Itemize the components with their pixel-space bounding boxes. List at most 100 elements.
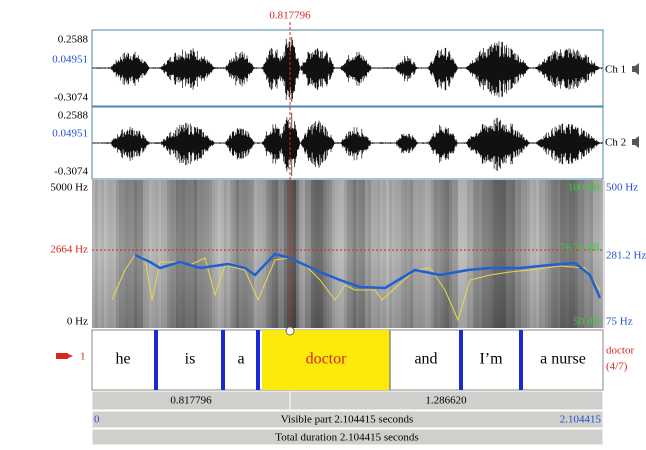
spectrogram-column <box>410 180 413 328</box>
spectrogram-column <box>167 180 170 328</box>
spectrogram-column <box>587 180 590 328</box>
spectrogram-column <box>260 180 263 328</box>
spectrogram-column <box>224 180 227 328</box>
spectrogram-column <box>209 180 212 328</box>
spectrogram-column <box>413 180 416 328</box>
spectrogram-column <box>524 180 527 328</box>
visible-end: 2.104415 <box>560 414 602 426</box>
spectrogram-column <box>392 180 395 328</box>
tier-number[interactable]: 1 <box>80 351 86 363</box>
spectrogram-column <box>374 180 377 328</box>
interval-text[interactable]: a <box>237 351 244 368</box>
spectrogram-column <box>122 180 125 328</box>
spectrogram-column <box>581 180 584 328</box>
spectrogram-column <box>341 180 344 328</box>
spectrogram-column <box>347 180 350 328</box>
db-max: 100 dB <box>568 182 600 194</box>
spectrogram-column <box>551 180 554 328</box>
db-cursor: 76.71 dB <box>560 242 600 254</box>
spectrogram-column <box>596 180 599 328</box>
spectrogram-column <box>137 180 140 328</box>
selected-text: doctor <box>606 345 634 357</box>
freq-min: 0 Hz <box>67 316 88 328</box>
spectrogram-column <box>503 180 506 328</box>
spectrogram-column <box>143 180 146 328</box>
amp-cursor: 0.04951 <box>52 54 88 66</box>
spectrogram-column <box>563 180 566 328</box>
spectrogram-column <box>521 180 524 328</box>
spectrogram-column <box>599 180 602 328</box>
spectrogram-column <box>479 180 482 328</box>
spectrogram-column <box>95 180 98 328</box>
spectrogram-column <box>440 180 443 328</box>
spectrogram-column <box>431 180 434 328</box>
spectrogram-column <box>482 180 485 328</box>
spectrogram-column <box>182 180 185 328</box>
spectrogram-column <box>401 180 404 328</box>
spectrogram-column <box>491 180 494 328</box>
spectrogram-column <box>101 180 104 328</box>
spectrogram-column <box>533 180 536 328</box>
spectrogram-column <box>350 180 353 328</box>
interval-text[interactable]: is <box>185 351 196 368</box>
pitch-max: 500 Hz <box>606 182 638 194</box>
spectrogram-column <box>500 180 503 328</box>
spectrogram-column <box>149 180 152 328</box>
spectrogram-column <box>242 180 245 328</box>
spectrogram-column <box>590 180 593 328</box>
spectrogram-column <box>527 180 530 328</box>
spectrogram-column <box>476 180 479 328</box>
spectrogram-column <box>560 180 563 328</box>
spectrogram-column <box>548 180 551 328</box>
amp-min: -0.3074 <box>54 92 88 104</box>
spectrogram-column <box>362 180 365 328</box>
amp-cursor: 0.04951 <box>52 128 88 140</box>
spectrogram-column <box>575 180 578 328</box>
total-label: Total duration 2.104415 seconds <box>275 432 418 444</box>
cursor-handle[interactable] <box>286 327 294 335</box>
spectrogram-column <box>473 180 476 328</box>
spectrogram-column <box>212 180 215 328</box>
spectrogram-column <box>389 180 392 328</box>
spectrogram-column <box>506 180 509 328</box>
spectrogram-column <box>185 180 188 328</box>
spectrogram-column <box>335 180 338 328</box>
spectrogram-column <box>593 180 596 328</box>
spectrogram-column <box>416 180 419 328</box>
spectrogram-column <box>470 180 473 328</box>
interval-text[interactable]: he <box>115 351 130 368</box>
spectrogram-column <box>284 180 287 328</box>
spectrogram-column <box>215 180 218 328</box>
spectrogram-column <box>518 180 521 328</box>
spectrogram-column <box>248 180 251 328</box>
interval-text[interactable]: and <box>414 351 437 368</box>
spectrogram-column <box>305 180 308 328</box>
interval-text[interactable]: I’m <box>479 351 503 368</box>
spectrogram-column <box>377 180 380 328</box>
spectrogram-column <box>569 180 572 328</box>
spectrogram-column <box>116 180 119 328</box>
spectrogram-column <box>218 180 221 328</box>
freq-max: 5000 Hz <box>50 182 88 194</box>
spectrogram-column <box>152 180 155 328</box>
spectrogram-texture <box>92 180 605 328</box>
spectrogram-column <box>530 180 533 328</box>
spectrogram-column <box>455 180 458 328</box>
spectrogram-column <box>236 180 239 328</box>
spectrogram-column <box>365 180 368 328</box>
spectrogram-column <box>296 180 299 328</box>
spectrogram-column <box>395 180 398 328</box>
spectrogram-column <box>419 180 422 328</box>
spectrogram-column <box>497 180 500 328</box>
spectrogram-column <box>542 180 545 328</box>
spectrogram-column <box>329 180 332 328</box>
spectrogram-column <box>293 180 296 328</box>
spectrogram-column <box>317 180 320 328</box>
pitch-min: 75 Hz <box>606 316 633 328</box>
interval-text[interactable]: doctor <box>306 351 348 368</box>
spectrogram-column <box>509 180 512 328</box>
spectrogram-column <box>368 180 371 328</box>
interval-text[interactable]: a nurse <box>540 351 586 368</box>
spectrogram-column <box>269 180 272 328</box>
spectrogram-column <box>155 180 158 328</box>
